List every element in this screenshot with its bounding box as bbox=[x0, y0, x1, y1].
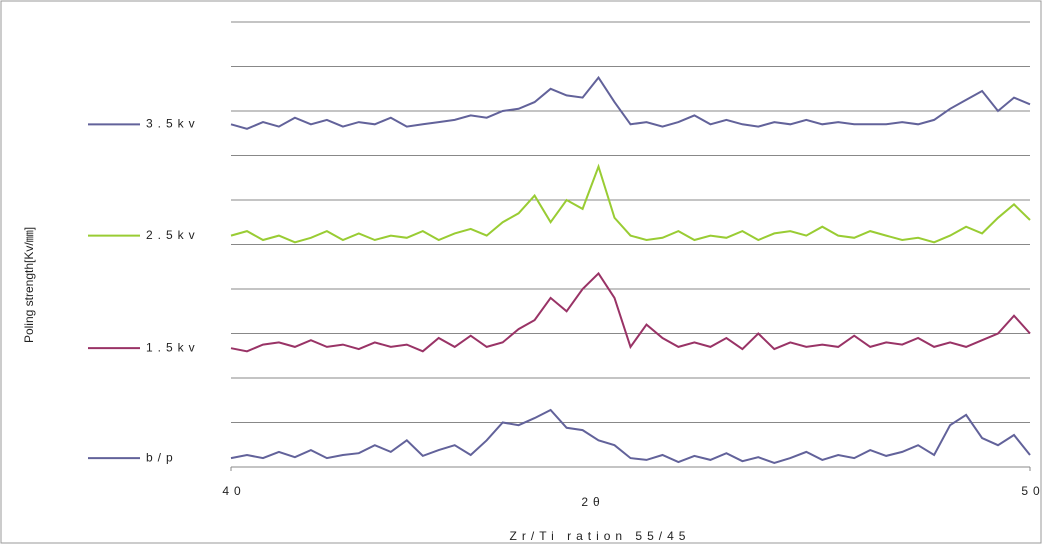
x-tick-label: 40 bbox=[222, 484, 245, 498]
legend-label: 2.5kv bbox=[146, 228, 200, 242]
series-line bbox=[230, 163, 1031, 244]
series-line bbox=[230, 271, 1031, 353]
series-line bbox=[230, 408, 1031, 465]
legend-label: 1.5kv bbox=[146, 340, 200, 354]
x-tick-label: 50 bbox=[1021, 484, 1043, 498]
legend-label: 3.5kv bbox=[146, 117, 200, 131]
series-line bbox=[230, 75, 1031, 130]
subtitle: Zr/Ti ration 55/45 bbox=[510, 529, 691, 543]
legend-label: b/p bbox=[146, 450, 178, 464]
y-axis-label: Poling strength[Kv/㎜] bbox=[22, 227, 36, 343]
x-axis-label: 2θ bbox=[581, 495, 604, 509]
